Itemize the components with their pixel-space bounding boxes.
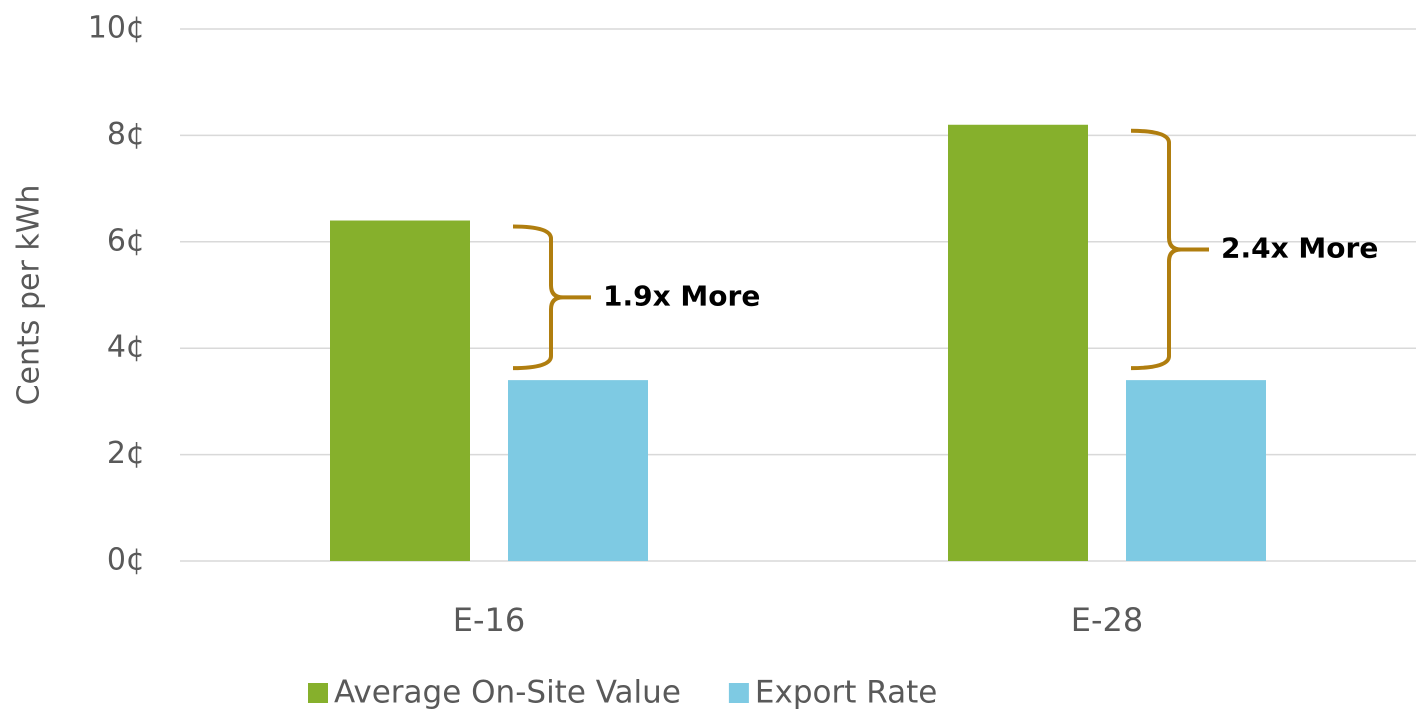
brace	[512, 224, 591, 371]
y-tick-label: 4¢	[107, 330, 145, 365]
legend-swatch	[728, 683, 749, 703]
x-tick-label: E-28	[1071, 601, 1143, 639]
bar	[948, 124, 1088, 561]
legend-swatch	[308, 683, 328, 703]
y-axis-label: Cents per kWh	[12, 185, 47, 406]
bar	[330, 220, 470, 561]
brace	[1130, 128, 1209, 371]
annotation: 1.9x More	[603, 279, 760, 312]
y-tick-label: 8¢	[107, 117, 145, 152]
bar	[508, 380, 648, 561]
annotation: 2.4x More	[1221, 231, 1378, 264]
y-tick-label: 6¢	[107, 223, 145, 258]
y-tick-label: 10¢	[88, 11, 145, 46]
x-tick-label: E-16	[453, 601, 525, 639]
y-tick-label: 0¢	[107, 543, 145, 578]
y-tick-label: 2¢	[107, 436, 145, 471]
bar	[1126, 380, 1266, 561]
legend-label: Export Rate	[755, 675, 937, 711]
legend-label: Average On-Site Value	[334, 675, 681, 711]
